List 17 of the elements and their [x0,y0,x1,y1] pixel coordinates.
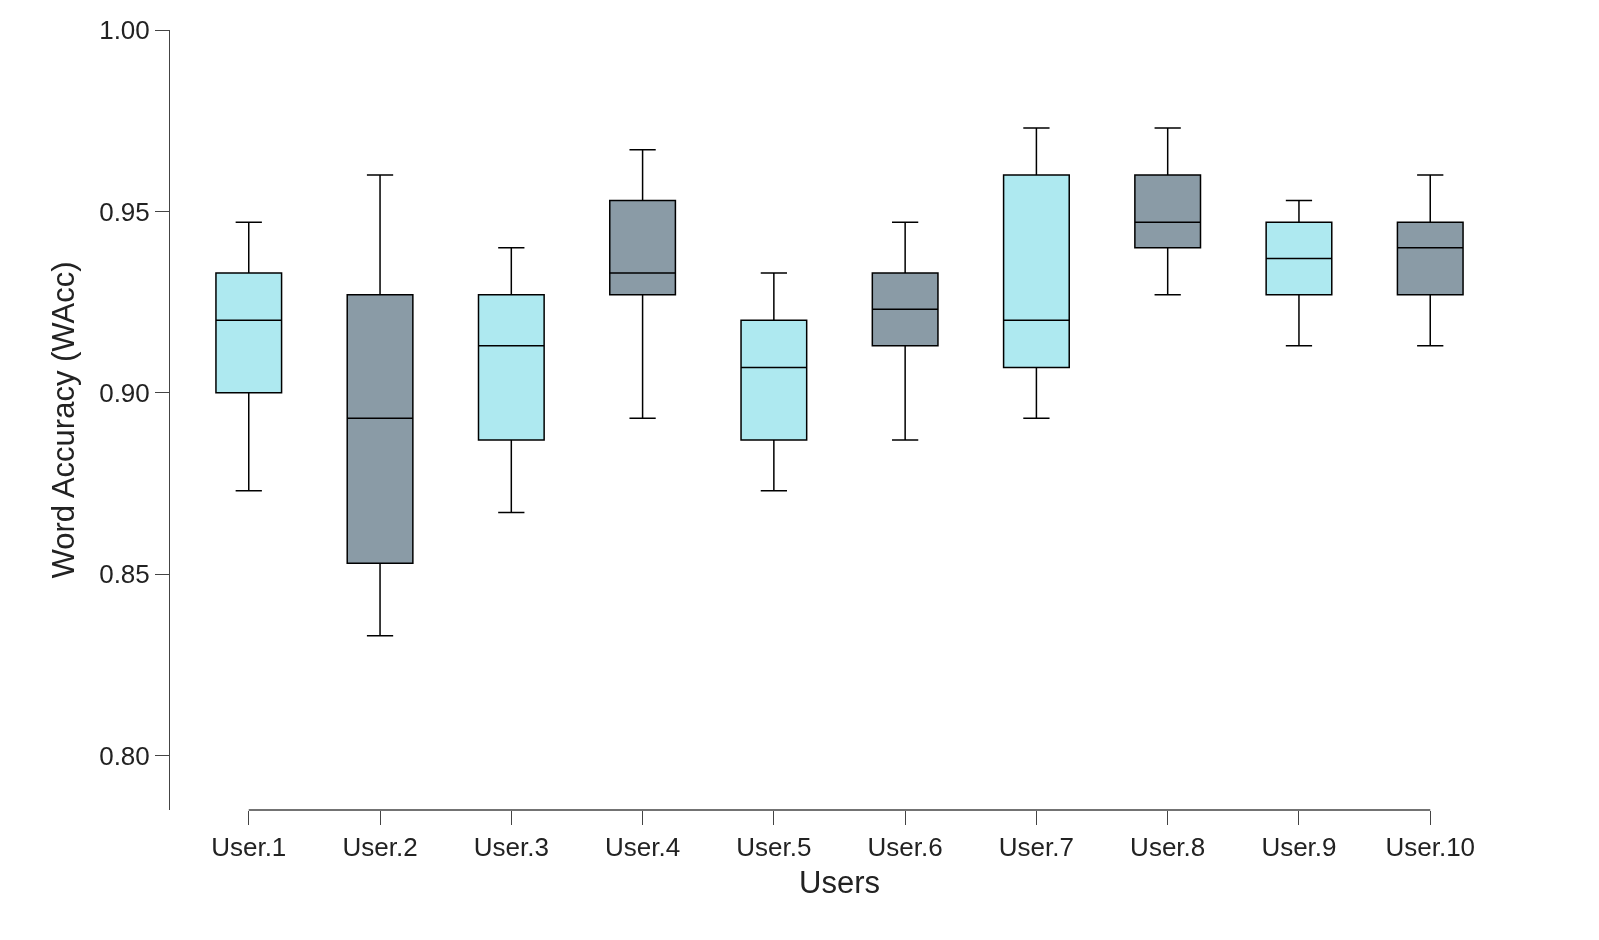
x-tick-label: User.1 [211,832,287,863]
x-tick-label: User.2 [342,832,418,863]
x-tick-label: User.5 [736,832,812,863]
x-tick-label: User.9 [1261,832,1337,863]
y-axis-title: Word Accuracy (WAcc) [45,261,81,579]
x-tick-label: User.8 [1130,832,1206,863]
x-tick-label: User.3 [473,832,549,863]
y-tick-label: 0.90 [99,377,150,408]
y-tick-label: 0.95 [99,196,150,227]
x-tick-label: User.10 [1385,832,1476,863]
x-tick-label: User.4 [605,832,681,863]
x-tick-label: User.6 [867,832,943,863]
x-tick-label: User.7 [998,832,1074,863]
y-tick-label: 1.00 [99,15,150,46]
x-axis-title: Users [799,865,880,901]
y-tick-label: 0.85 [99,559,150,590]
y-tick-label: 0.80 [99,740,150,771]
